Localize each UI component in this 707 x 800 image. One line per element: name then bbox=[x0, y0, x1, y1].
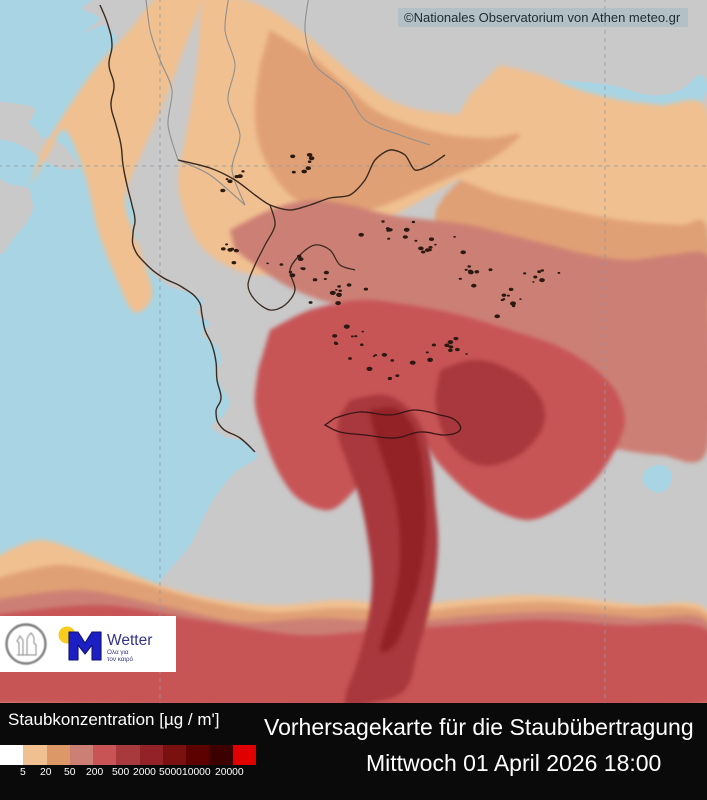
svg-text:Wetter: Wetter bbox=[107, 632, 152, 649]
svg-text:τον καιρό: τον καιρό bbox=[107, 655, 133, 663]
svg-text:Ολα για: Ολα για bbox=[107, 649, 129, 656]
